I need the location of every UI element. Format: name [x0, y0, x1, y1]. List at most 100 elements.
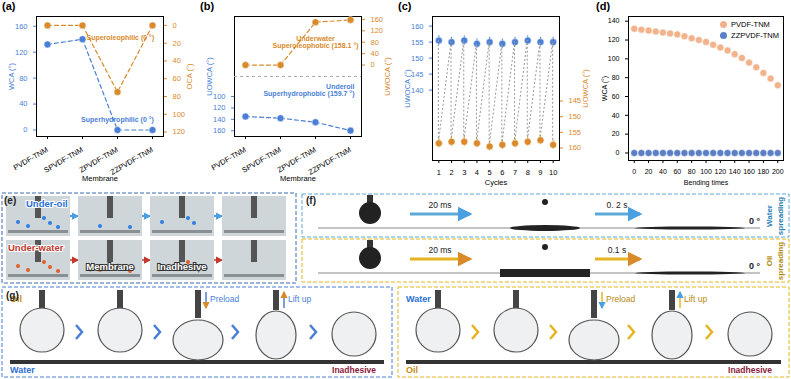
svg-text:Preload: Preload	[210, 294, 240, 304]
svg-text:120: 120	[371, 26, 384, 35]
svg-text:Water: Water	[10, 365, 35, 375]
svg-text:UOWCA (°): UOWCA (°)	[581, 69, 590, 108]
svg-text:80: 80	[371, 38, 379, 47]
svg-text:8: 8	[526, 168, 530, 177]
svg-text:150: 150	[411, 54, 424, 63]
svg-text:0 °: 0 °	[749, 261, 761, 271]
svg-text:SPVDF-TNM: SPVDF-TNM	[42, 145, 84, 175]
svg-text:180: 180	[758, 168, 770, 175]
svg-text:160: 160	[569, 143, 582, 152]
svg-text:spreading: spreading	[776, 242, 785, 280]
svg-text:140: 140	[213, 115, 226, 124]
svg-text:UOWCA (°): UOWCA (°)	[205, 57, 214, 96]
svg-text:0: 0	[173, 21, 177, 30]
svg-text:0 °: 0 °	[749, 216, 761, 226]
svg-text:100: 100	[213, 92, 226, 101]
svg-text:145: 145	[569, 96, 582, 105]
svg-text:OCA (°): OCA (°)	[185, 63, 194, 89]
svg-text:60: 60	[612, 93, 620, 100]
svg-text:Lift up: Lift up	[288, 294, 311, 304]
svg-text:0.1 s: 0.1 s	[608, 245, 626, 255]
svg-text:150: 150	[569, 112, 582, 121]
svg-text:3: 3	[462, 168, 466, 177]
svg-text:(e): (e)	[4, 195, 16, 206]
svg-text:Under-oil: Under-oil	[26, 198, 68, 209]
svg-text:145: 145	[411, 70, 424, 79]
svg-text:Membrane: Membrane	[82, 174, 118, 183]
svg-text:(f): (f)	[306, 195, 316, 206]
svg-text:120: 120	[15, 48, 28, 57]
svg-text:155: 155	[411, 38, 424, 47]
svg-text:60: 60	[673, 168, 681, 175]
svg-text:Water: Water	[765, 205, 774, 227]
svg-text:Oil: Oil	[406, 365, 418, 375]
svg-text:40: 40	[19, 99, 27, 108]
svg-text:60: 60	[173, 74, 181, 83]
svg-text:Membrane: Membrane	[86, 261, 134, 272]
svg-text:Lift up: Lift up	[684, 294, 707, 304]
svg-text:Cycles: Cycles	[485, 178, 508, 187]
svg-text:ZZPVDF-TNM: ZZPVDF-TNM	[109, 145, 155, 177]
svg-text:Membrane: Membrane	[280, 174, 316, 183]
svg-text:160: 160	[743, 168, 755, 175]
svg-text:Inadhesive: Inadhesive	[332, 365, 376, 375]
svg-text:160: 160	[371, 15, 384, 24]
svg-text:6: 6	[500, 168, 504, 177]
svg-text:140: 140	[729, 168, 741, 175]
svg-text:10: 10	[549, 168, 557, 177]
svg-text:Under-water: Under-water	[8, 242, 64, 253]
svg-text:20: 20	[645, 168, 653, 175]
svg-text:40: 40	[371, 49, 379, 58]
svg-text:4: 4	[475, 168, 479, 177]
svg-text:0: 0	[616, 149, 620, 156]
svg-text:Superhydrophilic (0 °): Superhydrophilic (0 °)	[81, 116, 154, 124]
svg-text:2: 2	[449, 168, 453, 177]
svg-text:UWOCA (°): UWOCA (°)	[403, 69, 412, 108]
svg-text:UnderwaterSuperoleophobic (158: UnderwaterSuperoleophobic (158.1 °)	[272, 35, 358, 50]
svg-text:9: 9	[538, 168, 542, 177]
svg-text:160: 160	[15, 22, 28, 31]
svg-text:80: 80	[19, 74, 27, 83]
svg-text:80: 80	[612, 74, 620, 81]
svg-text:40: 40	[173, 56, 181, 65]
svg-text:0. 2 s: 0. 2 s	[607, 200, 628, 210]
svg-text:120: 120	[213, 103, 226, 112]
svg-text:100: 100	[700, 168, 712, 175]
svg-text:5: 5	[488, 168, 492, 177]
svg-text:80: 80	[173, 92, 181, 101]
svg-text:0: 0	[371, 60, 375, 69]
svg-text:155: 155	[569, 128, 582, 137]
svg-text:ZZPVDF-TNM: ZZPVDF-TNM	[307, 145, 353, 177]
svg-text:UWOCA (°): UWOCA (°)	[383, 57, 392, 96]
svg-text:Bending times: Bending times	[684, 179, 729, 187]
svg-text:WCA (°): WCA (°)	[601, 76, 609, 101]
svg-text:160: 160	[213, 126, 226, 135]
svg-text:140: 140	[411, 86, 424, 95]
svg-text:Oil: Oil	[765, 256, 774, 267]
svg-text:0: 0	[23, 125, 27, 134]
svg-text:Inadhesive: Inadhesive	[728, 365, 772, 375]
svg-text:140: 140	[608, 17, 620, 24]
svg-text:160: 160	[411, 22, 424, 31]
svg-text:20 ms: 20 ms	[428, 245, 451, 255]
svg-text:Inadhesive: Inadhesive	[157, 261, 206, 272]
svg-text:UnderoilSuperhydrophobic (159.: UnderoilSuperhydrophobic (159.7 °)	[263, 83, 354, 98]
svg-text:(g): (g)	[6, 290, 19, 301]
svg-text:80: 80	[688, 168, 696, 175]
svg-text:120: 120	[608, 36, 620, 43]
svg-text:40: 40	[612, 112, 620, 119]
svg-text:Water: Water	[406, 294, 431, 304]
svg-text:100: 100	[608, 55, 620, 62]
svg-text:1: 1	[437, 168, 441, 177]
svg-text:Superoleophilic (0 °): Superoleophilic (0 °)	[87, 34, 155, 42]
svg-text:40: 40	[659, 168, 667, 175]
svg-text:20: 20	[173, 39, 181, 48]
svg-text:Preload: Preload	[606, 294, 636, 304]
svg-text:100: 100	[173, 110, 186, 119]
svg-text:200: 200	[772, 168, 784, 175]
svg-text:WCA (°): WCA (°)	[7, 62, 16, 90]
svg-text:120: 120	[173, 127, 186, 136]
svg-text:SPVDF-TNM: SPVDF-TNM	[240, 145, 282, 175]
svg-text:20 ms: 20 ms	[428, 200, 451, 210]
svg-text:20: 20	[612, 130, 620, 137]
